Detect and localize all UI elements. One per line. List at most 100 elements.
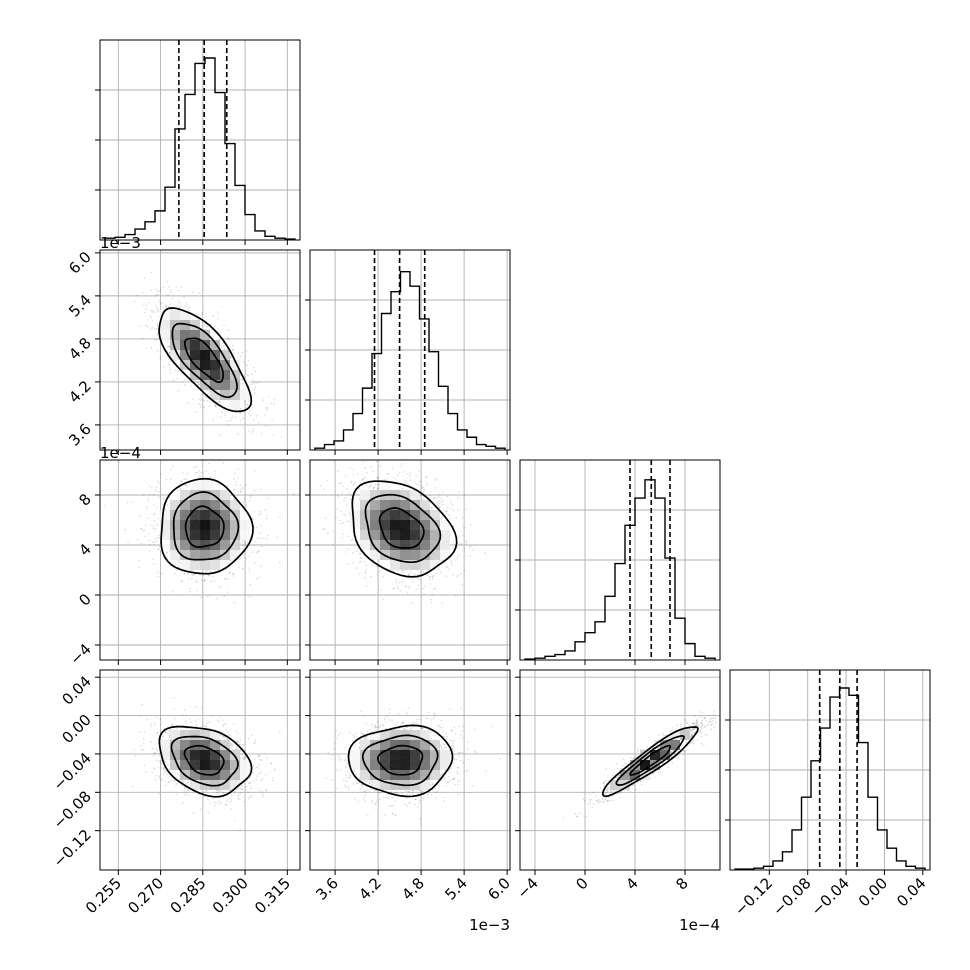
sample-point xyxy=(337,496,340,498)
density-cell xyxy=(220,490,230,500)
sample-point xyxy=(232,348,234,351)
density-cell xyxy=(210,500,220,510)
density-cell xyxy=(390,480,400,490)
sample-point xyxy=(177,565,180,568)
histogram-step-line xyxy=(104,57,296,240)
sample-point xyxy=(271,419,273,421)
sample-point xyxy=(332,530,334,533)
sample-point xyxy=(408,484,410,486)
sample-point xyxy=(348,521,351,523)
sample-point xyxy=(169,468,172,471)
density-cell xyxy=(390,530,400,540)
sample-point xyxy=(168,363,170,366)
sample-point xyxy=(405,586,407,588)
sample-point xyxy=(391,467,394,470)
sample-point xyxy=(145,524,147,526)
sample-point xyxy=(437,506,440,508)
sample-point xyxy=(214,404,217,407)
density-cell xyxy=(200,350,210,360)
density-cell xyxy=(190,530,200,540)
sample-point xyxy=(157,310,159,312)
sample-point xyxy=(214,805,216,807)
sample-point xyxy=(435,572,438,574)
sample-point xyxy=(426,475,428,478)
sample-point xyxy=(429,576,431,578)
contour-level-1 xyxy=(364,493,442,564)
sample-point xyxy=(252,427,255,430)
sample-point xyxy=(158,482,160,485)
density-cell xyxy=(370,510,380,520)
sample-point xyxy=(402,471,405,473)
sample-point xyxy=(372,487,375,490)
sample-point xyxy=(245,557,247,559)
sample-point xyxy=(176,569,179,572)
density-cell xyxy=(400,490,410,500)
sample-point xyxy=(346,488,348,490)
sample-point xyxy=(401,463,404,465)
sample-point xyxy=(174,572,176,575)
sample-point xyxy=(207,574,210,577)
sample-point xyxy=(169,368,171,371)
density-cell xyxy=(420,500,430,510)
sample-point xyxy=(254,370,256,373)
sample-point xyxy=(177,390,180,392)
sample-point xyxy=(147,319,149,321)
sample-point xyxy=(470,523,472,526)
sample-point xyxy=(460,543,462,546)
sample-point xyxy=(279,561,281,564)
sample-point xyxy=(457,574,460,576)
sample-point xyxy=(224,577,226,580)
sample-point xyxy=(187,307,190,310)
sample-point xyxy=(372,487,375,489)
sample-point xyxy=(203,328,206,331)
sample-point xyxy=(386,473,389,475)
sample-point xyxy=(178,302,181,304)
sample-point xyxy=(420,488,422,490)
sample-point xyxy=(197,383,200,386)
density-cell xyxy=(240,510,250,520)
sample-point xyxy=(248,797,250,800)
sample-point xyxy=(187,402,189,404)
density-cell xyxy=(180,500,190,510)
sample-point xyxy=(171,465,174,468)
sample-point xyxy=(458,490,460,493)
sample-point xyxy=(431,578,434,580)
sample-point xyxy=(148,301,150,304)
density-cell xyxy=(440,550,450,560)
density-cell xyxy=(390,500,400,510)
sample-point xyxy=(273,402,275,405)
sample-point xyxy=(279,516,281,518)
sample-point xyxy=(441,516,443,518)
sample-point xyxy=(450,534,452,536)
sample-point xyxy=(204,579,206,581)
sample-point xyxy=(192,573,195,576)
density-cell xyxy=(180,560,190,570)
density-cell xyxy=(390,560,400,570)
sample-point xyxy=(396,585,399,588)
density-cell xyxy=(220,400,230,410)
density-cell xyxy=(170,520,180,530)
sample-point xyxy=(332,543,334,545)
sample-point xyxy=(157,548,160,550)
sample-point xyxy=(196,472,198,475)
sample-point xyxy=(348,548,351,551)
sample-point xyxy=(180,580,183,583)
sample-point xyxy=(169,308,172,311)
sample-point xyxy=(197,388,199,391)
sample-point xyxy=(392,587,395,589)
sample-point xyxy=(366,471,368,474)
sample-point xyxy=(212,314,215,317)
sample-point xyxy=(223,348,226,350)
sample-point xyxy=(452,509,455,512)
sample-point xyxy=(445,510,447,513)
sample-point xyxy=(340,510,342,513)
y-tick-label: 3.6 xyxy=(65,420,95,450)
sample-point xyxy=(201,321,204,324)
sample-point xyxy=(156,506,158,509)
sample-point xyxy=(219,416,222,418)
sample-point xyxy=(231,344,234,347)
sample-point xyxy=(208,391,211,393)
sample-point xyxy=(338,483,340,485)
sample-point xyxy=(380,589,382,591)
sample-point xyxy=(346,562,349,565)
